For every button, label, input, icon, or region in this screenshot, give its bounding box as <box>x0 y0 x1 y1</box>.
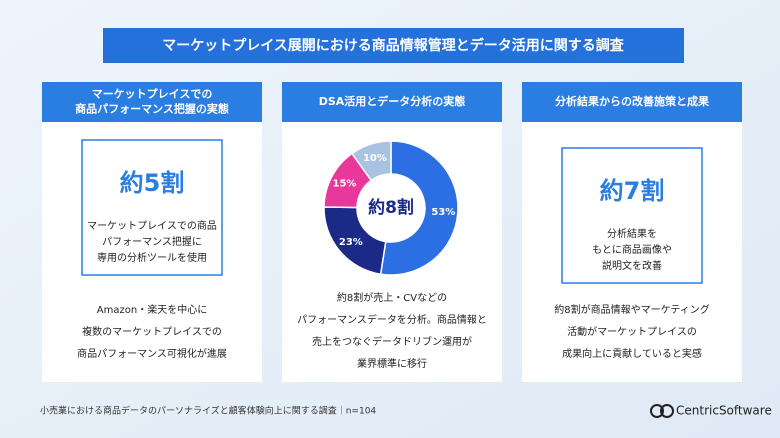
donut-slice <box>379 140 459 276</box>
card-body: 売上をつなぐデータドリブン運用が <box>312 335 472 348</box>
donut-slice <box>350 140 392 182</box>
card-body: 商品パフォーマンス可視化が進展 <box>77 347 227 360</box>
card-body: 約8割が売上・CVなどの <box>337 291 447 304</box>
card-body: 業界標準に移行 <box>357 357 427 370</box>
card <box>282 82 502 382</box>
card-header-text: 分析結果からの改善施策と成果 <box>555 94 709 108</box>
card-header-text: マーケットプレイスでの <box>92 87 213 101</box>
card-header-text: 商品パフォーマンス把握の実態 <box>75 102 229 116</box>
logo: CentricSoftware <box>676 404 772 418</box>
stat-desc: 説明文を改善 <box>602 259 662 272</box>
logo-icon <box>650 404 674 418</box>
stat-desc: パフォーマンス把握に <box>102 235 202 248</box>
stat-desc: もとに商品画像や <box>592 243 672 256</box>
card-body: 複数のマーケットプレイスでの <box>82 325 222 338</box>
card-body: 活動がマーケットプレイスの <box>567 325 697 338</box>
stat-box <box>561 147 703 284</box>
slice-label: 53% <box>431 207 455 218</box>
card-header <box>522 82 742 122</box>
stat-desc: 分析結果を <box>607 227 657 240</box>
stat-desc: マーケットプレイスでの商品 <box>87 219 217 232</box>
slice-label: 23% <box>339 237 363 248</box>
stat-desc: 専用の分析ツールを使用 <box>97 251 207 264</box>
card-body: Amazon・楽天を中心に <box>97 303 207 316</box>
card-body: パフォーマンスデータを分析。商品情報と <box>297 313 487 326</box>
stat: 約7割 <box>600 177 665 205</box>
donut-center: 約8割 <box>368 197 414 218</box>
stat-box <box>81 139 223 276</box>
card-header <box>42 82 262 122</box>
card-header-text: DSA活用とデータ分析の実態 <box>319 94 466 108</box>
slice-label: 15% <box>333 179 357 190</box>
slice-label: 10% <box>363 153 387 164</box>
stat: 約5割 <box>120 169 185 197</box>
card-body: 成果向上に貢献していると実感 <box>562 347 702 360</box>
title-banner <box>103 28 684 63</box>
card-body: 約8割が商品情報やマーケティング <box>554 303 710 316</box>
card-header <box>282 82 502 122</box>
title: マーケットプレイス展開における商品情報管理とデータ活用に関する調査 <box>162 37 625 54</box>
footer: 小売業における商品データのパーソナライズと顧客体験向上に関する調査｜n=104 <box>40 405 376 417</box>
